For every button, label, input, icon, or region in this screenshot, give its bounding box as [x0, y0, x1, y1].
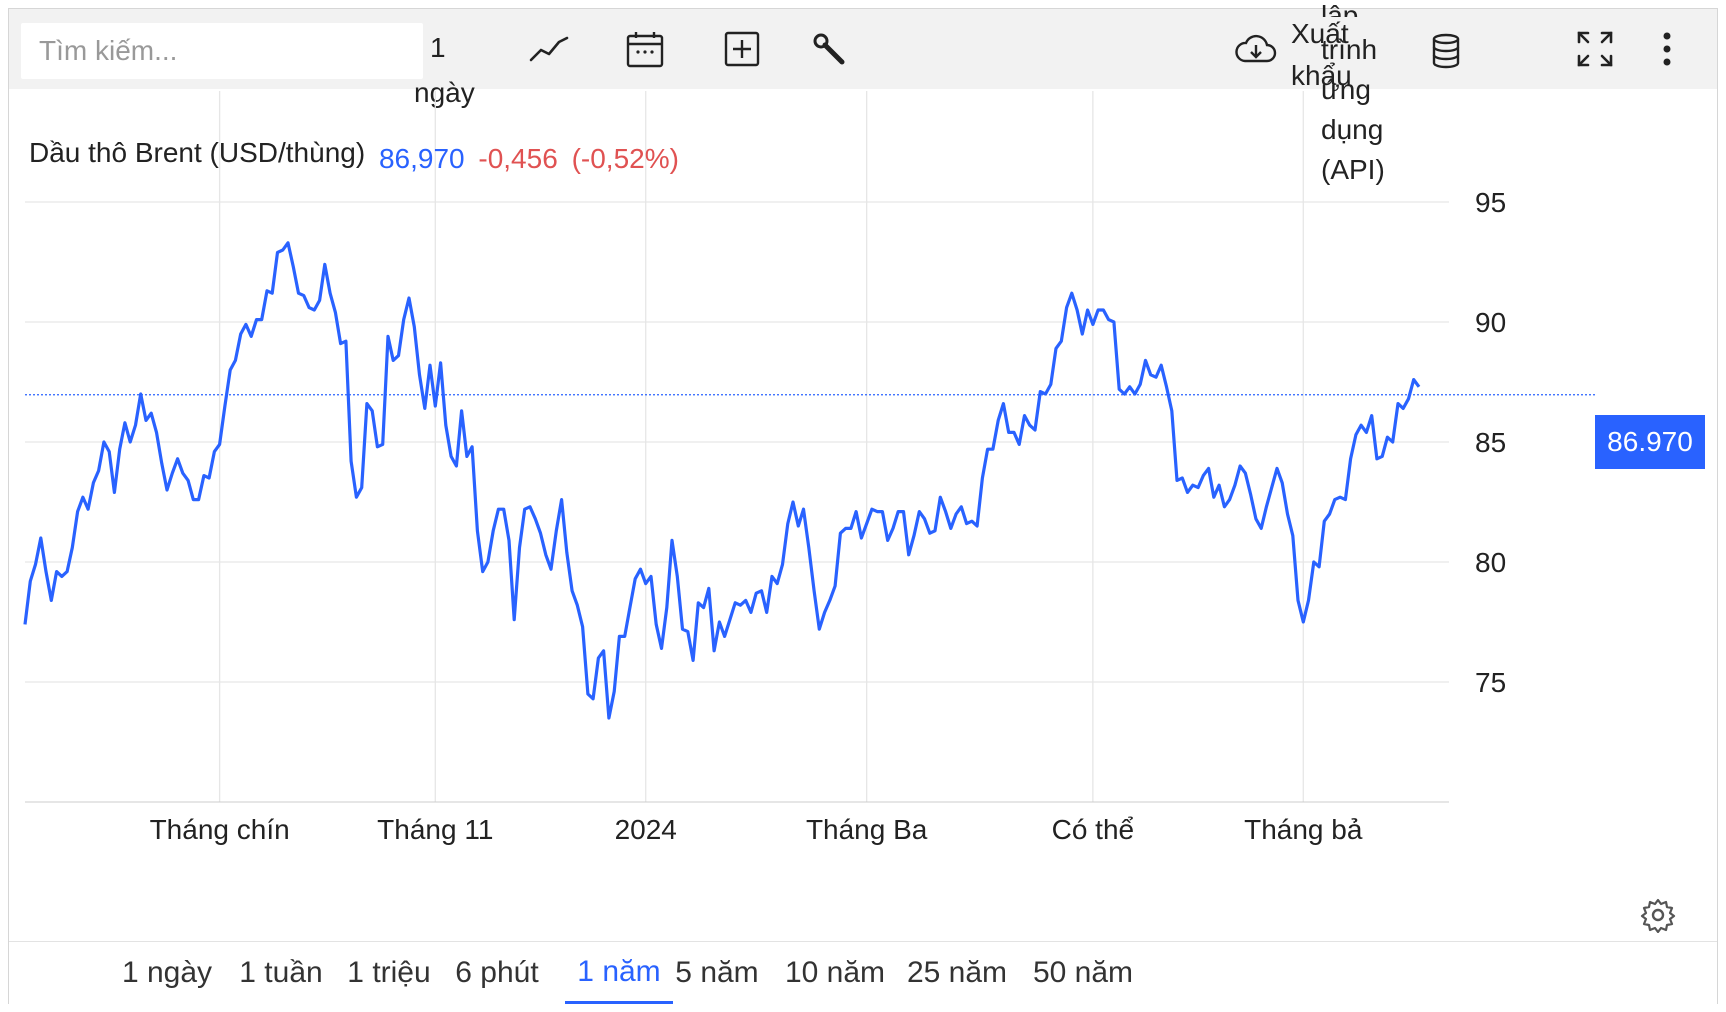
range-button-4[interactable]: 1 năm — [565, 942, 673, 1004]
series-name: Dầu thô Brent (USD/thùng) — [29, 137, 366, 168]
export-label-line2: khẩu — [1291, 60, 1352, 91]
range-button-2[interactable]: 1 triệu — [347, 956, 431, 989]
range-button-3[interactable]: 6 phút — [455, 956, 539, 989]
search-input[interactable] — [21, 23, 423, 79]
fullscreen-icon — [1576, 30, 1614, 68]
wrench-icon — [811, 31, 847, 67]
chart-type-button[interactable] — [519, 9, 579, 89]
x-tick-label: Tháng 11 — [377, 814, 493, 845]
y-tick-label: 90 — [1475, 307, 1506, 338]
fullscreen-button[interactable] — [1565, 9, 1625, 89]
price-change: -0,456 — [478, 143, 558, 174]
api-label-line3: dụng — [1321, 114, 1384, 145]
range-button-7[interactable]: 25 năm — [906, 956, 1008, 989]
export-label-line1: Xuất — [1291, 18, 1349, 49]
more-menu-button[interactable] — [1647, 9, 1687, 89]
toolbar: 1 ngày Xuất — [9, 9, 1717, 108]
x-tick-label: Có thể — [1052, 814, 1135, 845]
api-label-line1: trình — [1321, 34, 1378, 65]
x-tick-label: Tháng Ba — [806, 814, 928, 845]
range-button-1[interactable]: 1 tuần — [239, 956, 323, 989]
chart-widget: 1 ngày Xuất — [8, 0, 1718, 1006]
brent-price-series — [23, 241, 1421, 720]
range-button-8[interactable]: 50 năm — [1032, 956, 1134, 989]
database-icon — [1431, 33, 1461, 69]
range-button-0[interactable]: 1 ngày — [121, 956, 213, 989]
x-tick-label: Tháng chín — [150, 814, 290, 845]
gear-icon — [1640, 898, 1676, 937]
calendar-icon — [626, 30, 664, 68]
range-button-5[interactable]: 5 năm — [675, 956, 759, 989]
api-label-line4: (API) — [1321, 154, 1385, 185]
api-button[interactable] — [1419, 9, 1549, 89]
y-tick-label: 85 — [1475, 427, 1506, 458]
settings-button[interactable] — [1640, 897, 1682, 939]
x-tick-label: Tháng bả — [1244, 814, 1363, 845]
line-chart-icon — [529, 34, 569, 64]
last-price-tag: 86.970 — [1595, 415, 1705, 469]
range-selector: 1 ngày 1 tuần 1 triệu 6 phút 1 năm 5 năm 10 nă… — [9, 941, 1717, 1006]
range-button-6[interactable]: 10 năm — [784, 956, 886, 989]
price-chart: 95 90 85 80 75 Tháng chín Tháng 11 2024 Tháng B… — [23, 91, 1595, 845]
interval-number: 1 — [430, 32, 446, 63]
api-label-line2: ứng — [1321, 74, 1371, 105]
more-vertical-icon — [1662, 31, 1672, 67]
api-label-line0: lập — [1321, 0, 1359, 17]
price-change-percent: (-0,52%) — [571, 143, 679, 174]
y-tick-label: 95 — [1475, 187, 1506, 218]
interval-button[interactable]: 1 ngày — [413, 9, 501, 108]
y-tick-label: 80 — [1475, 547, 1506, 578]
tools-button[interactable] — [799, 9, 859, 89]
export-button[interactable]: Xuất khẩu — [1235, 9, 1385, 91]
x-tick-label: 2024 — [615, 814, 677, 845]
interval-unit: ngày — [414, 77, 475, 108]
cloud-download-icon — [1235, 33, 1277, 65]
y-tick-label: 75 — [1475, 667, 1506, 698]
current-price: 86,970 — [378, 143, 465, 174]
compare-button[interactable] — [712, 9, 772, 89]
plus-square-icon — [724, 31, 760, 67]
date-range-button[interactable] — [615, 9, 675, 89]
legend: Dầu thô Brent (USD/thùng) 86,970 -0,456 … — [29, 137, 685, 174]
